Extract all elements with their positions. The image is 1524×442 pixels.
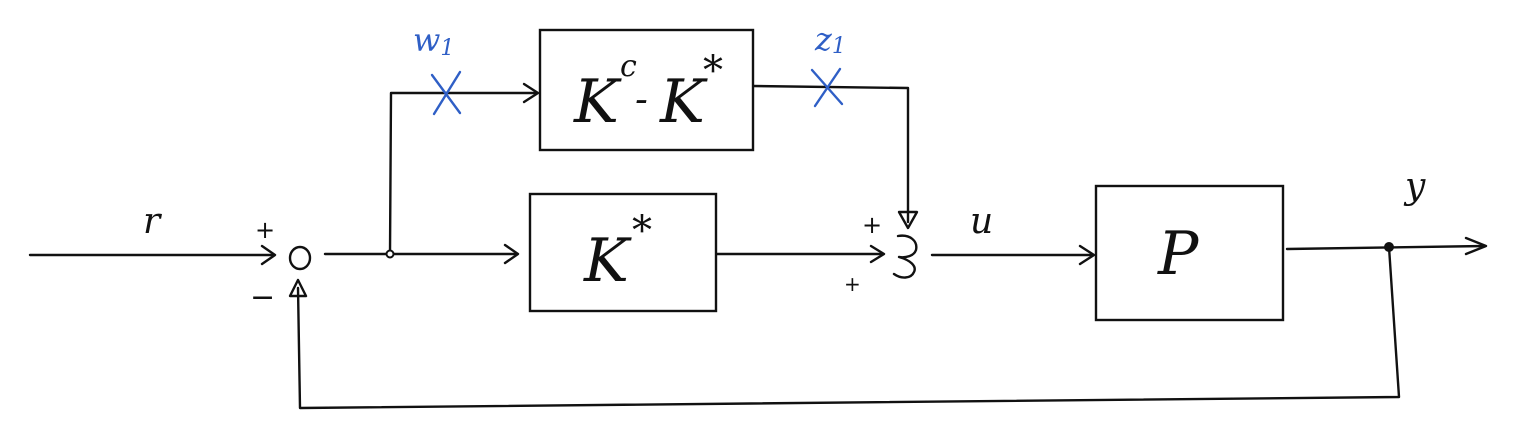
junction1-minus-sign: − xyxy=(250,280,275,315)
uncertainty-block: K c - K * xyxy=(538,28,755,152)
junction2-plus-sign-top: + xyxy=(862,211,882,239)
w1-cut-stroke-b xyxy=(432,70,462,116)
branch-line xyxy=(388,91,539,256)
controller-star-superscript: * xyxy=(632,208,652,254)
uncertainty-k2-label: K xyxy=(659,67,708,137)
w1-label: w1 xyxy=(413,21,454,61)
feedback-arrowhead xyxy=(288,278,308,298)
controller-output-arrowhead xyxy=(869,244,886,264)
plant-p-label: P xyxy=(1157,219,1200,289)
plant-block-frame xyxy=(1094,184,1285,322)
uncertainty-block-frame xyxy=(538,28,755,152)
feedback-line xyxy=(296,245,1401,410)
controller-block: K * xyxy=(528,192,718,313)
summing-junction-2 xyxy=(892,234,918,279)
junction2-plus-sign-bottom: + xyxy=(844,272,861,296)
controller-block-frame xyxy=(528,192,718,313)
controller-k-label: K xyxy=(583,226,632,296)
uncertainty-c-superscript: c xyxy=(620,49,637,84)
control-signal-label: u xyxy=(970,201,993,242)
uncertainty-output-arrowhead xyxy=(897,210,919,230)
z1-cut-marker xyxy=(810,67,844,108)
plant-input-arrowhead xyxy=(1078,244,1096,266)
controller-input-arrowhead xyxy=(503,243,520,265)
reference-arrowhead xyxy=(260,244,277,266)
junction1-plus-sign: + xyxy=(255,216,275,244)
pickoff-point xyxy=(1384,242,1394,252)
z1-cut-stroke-b xyxy=(813,67,842,108)
uncertainty-star-superscript: * xyxy=(703,48,723,94)
output-signal-label: y xyxy=(1403,166,1426,207)
reference-signal-label: r xyxy=(143,201,162,242)
z1-subscript: 1 xyxy=(832,34,846,59)
plant-block: P xyxy=(1094,184,1285,322)
z1-label: z1 xyxy=(814,20,846,59)
z1-letter: z xyxy=(814,20,833,58)
uncertainty-k-label: K xyxy=(573,67,622,137)
uncertainty-input-arrowhead xyxy=(522,82,540,104)
uncertainty-output-line xyxy=(751,84,910,224)
summing-junction-1 xyxy=(288,245,312,271)
branch-point xyxy=(385,249,395,259)
output-arrowhead xyxy=(1464,236,1488,256)
w1-letter: w xyxy=(413,21,440,59)
uncertainty-minus-sign: - xyxy=(635,77,648,121)
w1-cut-marker xyxy=(430,70,462,116)
w1-subscript: 1 xyxy=(440,36,454,61)
